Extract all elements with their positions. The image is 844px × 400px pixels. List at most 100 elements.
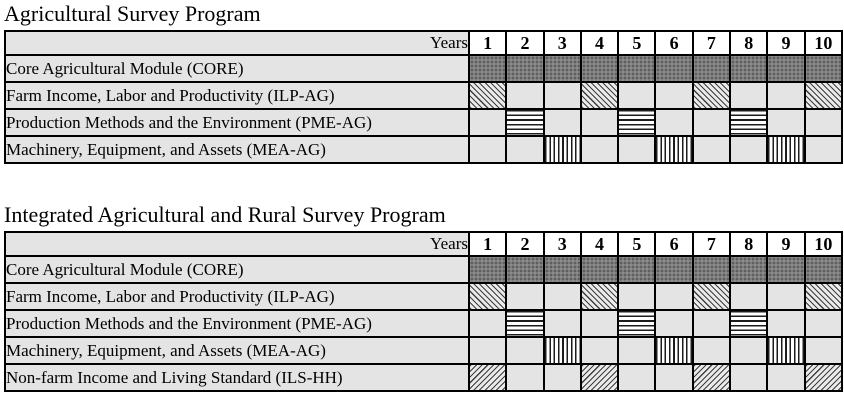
core-pattern-cell <box>766 255 806 284</box>
core-pattern-cell <box>803 54 843 83</box>
year-column-header: 9 <box>766 30 806 56</box>
year-column-header: 2 <box>505 231 545 257</box>
empty-year-cell <box>579 309 620 338</box>
module-row: Production Methods and the Environment (… <box>4 108 843 137</box>
year-column-header: 6 <box>654 30 694 56</box>
table-title: Integrated Agricultural and Rural Survey… <box>4 202 446 227</box>
core-pattern-cell <box>505 54 545 83</box>
core-pattern-cell <box>505 255 545 284</box>
core-pattern-cell <box>542 255 582 284</box>
empty-year-cell <box>803 309 843 338</box>
core-pattern-cell <box>579 255 620 284</box>
module-label: Machinery, Equipment, and Assets (MEA-AG… <box>4 135 470 164</box>
empty-year-cell <box>766 282 806 311</box>
empty-year-cell <box>617 81 657 110</box>
horiz-pattern-cell <box>729 108 769 137</box>
core-pattern-cell <box>766 54 806 83</box>
module-row: Production Methods and the Environment (… <box>4 309 843 338</box>
module-label: Core Agricultural Module (CORE) <box>4 54 470 83</box>
core-pattern-cell <box>729 255 769 284</box>
years-header-label: Years <box>4 231 470 257</box>
year-column-header: 8 <box>729 231 769 257</box>
empty-year-cell <box>505 336 545 365</box>
empty-year-cell <box>766 309 806 338</box>
year-column-header: 1 <box>467 30 508 56</box>
year-column-header: 3 <box>542 231 582 257</box>
empty-year-cell <box>467 336 508 365</box>
diag-fwd-pattern-cell <box>579 363 620 392</box>
horiz-pattern-cell <box>505 309 545 338</box>
year-column-header: 5 <box>617 30 657 56</box>
diag-fwd-pattern-cell <box>467 363 508 392</box>
vert-pattern-cell <box>542 336 582 365</box>
empty-year-cell <box>803 135 843 164</box>
empty-year-cell <box>654 282 694 311</box>
core-pattern-cell <box>617 54 657 83</box>
year-column-header: 3 <box>542 30 582 56</box>
empty-year-cell <box>579 135 620 164</box>
module-row: Farm Income, Labor and Productivity (ILP… <box>4 81 843 110</box>
empty-year-cell <box>691 108 732 137</box>
module-row: Non-farm Income and Living Standard (ILS… <box>4 363 843 392</box>
empty-year-cell <box>467 135 508 164</box>
core-pattern-cell <box>617 255 657 284</box>
empty-year-cell <box>729 135 769 164</box>
core-pattern-cell <box>691 255 732 284</box>
integrated-survey-section: Integrated Agricultural and Rural Survey… <box>4 202 843 392</box>
years-header-row: Years 1 2 3 4 5 6 7 8 9 10 <box>4 231 843 257</box>
year-column-header: 7 <box>691 30 732 56</box>
year-column-header: 6 <box>654 231 694 257</box>
year-column-header: 2 <box>505 30 545 56</box>
empty-year-cell <box>542 108 582 137</box>
empty-year-cell <box>654 363 694 392</box>
schedule-table: Years 1 2 3 4 5 6 7 8 9 10 Core Agricultural Module… <box>4 30 843 164</box>
core-pattern-cell <box>467 255 508 284</box>
empty-year-cell <box>542 309 582 338</box>
empty-year-cell <box>617 282 657 311</box>
empty-year-cell <box>654 309 694 338</box>
module-label: Non-farm Income and Living Standard (ILS… <box>4 363 470 392</box>
empty-year-cell <box>691 336 732 365</box>
module-row: Machinery, Equipment, and Assets (MEA-AG… <box>4 336 843 365</box>
module-label: Production Methods and the Environment (… <box>4 309 470 338</box>
module-label: Farm Income, Labor and Productivity (ILP… <box>4 282 470 311</box>
horiz-pattern-cell <box>617 108 657 137</box>
module-row: Core Agricultural Module (CORE) <box>4 255 843 284</box>
empty-year-cell <box>654 108 694 137</box>
year-column-header: 4 <box>579 30 620 56</box>
empty-year-cell <box>729 81 769 110</box>
year-column-header: 4 <box>579 231 620 257</box>
empty-year-cell <box>691 135 732 164</box>
years-header-row: Years 1 2 3 4 5 6 7 8 9 10 <box>4 30 843 56</box>
empty-year-cell <box>766 81 806 110</box>
empty-year-cell <box>617 336 657 365</box>
core-pattern-cell <box>579 54 620 83</box>
core-pattern-cell <box>691 54 732 83</box>
empty-year-cell <box>617 135 657 164</box>
empty-year-cell <box>579 336 620 365</box>
module-row: Machinery, Equipment, and Assets (MEA-AG… <box>4 135 843 164</box>
diag-back-pattern-cell <box>803 282 843 311</box>
core-pattern-cell <box>542 54 582 83</box>
vert-pattern-cell <box>766 135 806 164</box>
core-pattern-cell <box>467 54 508 83</box>
year-column-header: 1 <box>467 231 508 257</box>
empty-year-cell <box>505 81 545 110</box>
empty-year-cell <box>505 363 545 392</box>
vert-pattern-cell <box>654 135 694 164</box>
agricultural-survey-table-holder: Years 1 2 3 4 5 6 7 8 9 10 Core Agricultural Module… <box>4 30 843 164</box>
module-row: Farm Income, Labor and Productivity (ILP… <box>4 282 843 311</box>
agricultural-survey-section: Agricultural Survey Program Years 1 2 3 4 5 6 7… <box>4 1 843 164</box>
year-column-header: 5 <box>617 231 657 257</box>
diag-fwd-pattern-cell <box>691 363 732 392</box>
year-column-header: 10 <box>803 30 843 56</box>
empty-year-cell <box>803 108 843 137</box>
empty-year-cell <box>766 108 806 137</box>
empty-year-cell <box>505 282 545 311</box>
empty-year-cell <box>542 282 582 311</box>
empty-year-cell <box>542 81 582 110</box>
empty-year-cell <box>579 108 620 137</box>
empty-year-cell <box>542 363 582 392</box>
integrated-survey-table-holder: Years 1 2 3 4 5 6 7 8 9 10 Core Agricultural Module… <box>4 231 843 392</box>
year-column-header: 9 <box>766 231 806 257</box>
